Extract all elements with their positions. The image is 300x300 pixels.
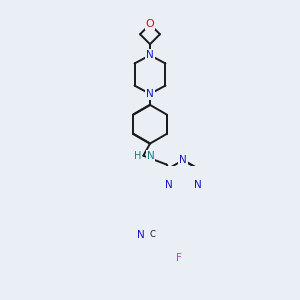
Text: N: N [146, 50, 154, 60]
Text: N: N [194, 180, 201, 190]
Text: N: N [165, 180, 173, 190]
Text: F: F [176, 254, 182, 263]
Text: N: N [137, 230, 145, 241]
Text: H: H [134, 151, 142, 161]
Text: C: C [149, 230, 155, 239]
Text: N: N [147, 151, 154, 161]
Text: N: N [179, 155, 187, 165]
Text: N: N [146, 89, 154, 99]
Text: O: O [146, 19, 154, 29]
